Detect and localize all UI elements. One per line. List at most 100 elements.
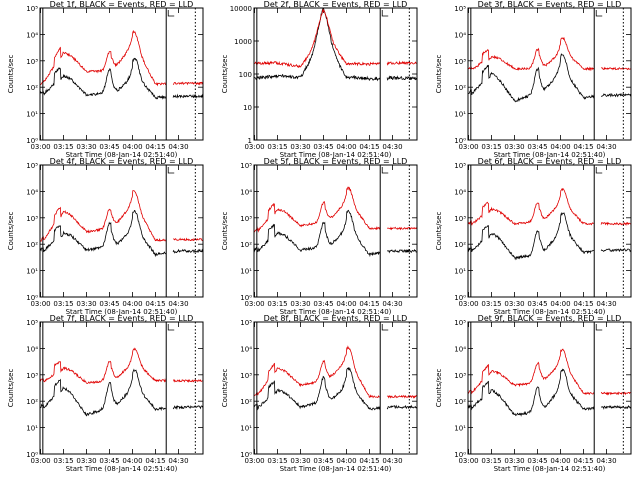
events-series-line	[253, 209, 417, 258]
y-tick-label: 10³	[26, 215, 38, 223]
y-tick-label: 10²	[26, 398, 38, 406]
x-tick-label: 03:30	[504, 457, 524, 465]
x-tick-label: 04:00	[336, 457, 356, 465]
x-tick-label: 03:30	[76, 300, 96, 308]
x-tick-label: 03:30	[76, 143, 96, 151]
panel-6: Det 6f, BLACK = Events, RED = LLD Counts/…	[435, 157, 632, 316]
panel-5: Det 5f, BLACK = Events, RED = LLD Counts/…	[221, 157, 418, 316]
x-tick-label: 03:30	[76, 457, 96, 465]
x-tick-label: 03:00	[458, 457, 478, 465]
y-tick-label: 10³	[26, 58, 38, 66]
y-axis-label: Counts/sec	[435, 212, 443, 251]
x-tick-label: 03:15	[53, 300, 73, 308]
panel-title: Det 3f, BLACK = Events, RED = LLD	[478, 0, 622, 9]
panel-9: Det 9f, BLACK = Events, RED = LLD Counts/…	[435, 314, 632, 473]
x-tick-label: 03:15	[267, 457, 287, 465]
y-tick-label: 10¹	[240, 425, 252, 433]
x-tick-label: 03:15	[267, 300, 287, 308]
panel-8: Det 8f, BLACK = Events, RED = LLD Counts/…	[221, 314, 418, 473]
panel-title: Det 4f, BLACK = Events, RED = LLD	[50, 157, 194, 166]
y-axis-label: Counts/sec	[7, 55, 15, 94]
y-tick-label: 10¹	[454, 268, 466, 276]
x-tick-label: 04:00	[122, 143, 142, 151]
panel-title: Det 5f, BLACK = Events, RED = LLD	[264, 157, 408, 166]
lld-series-line	[39, 190, 203, 242]
y-axis-label: Counts/sec	[221, 212, 229, 251]
x-tick-label: 03:15	[481, 143, 501, 151]
y-tick-label: 10²	[26, 84, 38, 92]
panel-1: Det 1f, BLACK = Events, RED = LLD Counts/…	[7, 0, 204, 159]
x-tick-label: 04:30	[596, 457, 616, 465]
y-tick-label: 10⁰	[454, 451, 466, 459]
y-tick-label: 10¹	[26, 111, 38, 119]
lld-series-line	[253, 345, 417, 399]
y-tick-label: 10⁵	[240, 162, 252, 170]
y-axis-label: Counts/sec	[435, 55, 443, 94]
x-axis-label: Start Time (08-Jan-14 02:51:40)	[280, 308, 392, 316]
lld-series-line	[467, 187, 631, 226]
events-series-line	[467, 53, 631, 103]
x-tick-label: 03:00	[30, 457, 50, 465]
lld-series-line	[253, 186, 417, 233]
x-tick-label: 03:45	[313, 300, 333, 308]
x-tick-label: 04:15	[145, 457, 165, 465]
x-tick-label: 03:30	[504, 300, 524, 308]
x-tick-label: 04:15	[359, 300, 379, 308]
y-tick-label: 10⁵	[26, 5, 38, 13]
x-tick-label: 04:30	[168, 457, 188, 465]
y-tick-label: 10⁵	[240, 319, 252, 327]
y-tick-label: 10³	[454, 58, 466, 66]
x-tick-label: 03:00	[30, 300, 50, 308]
x-tick-label: 03:45	[99, 457, 119, 465]
x-tick-label: 04:15	[573, 457, 593, 465]
x-tick-label: 04:00	[336, 300, 356, 308]
x-axis-label: Start Time (08-Jan-14 02:51:40)	[494, 151, 606, 159]
events-series-line	[39, 368, 203, 417]
y-axis-label: Counts/sec	[7, 212, 15, 251]
x-tick-label: 03:30	[290, 143, 310, 151]
y-axis-label: Counts/sec	[7, 369, 15, 408]
panel-7: Det 7f, BLACK = Events, RED = LLD Counts/…	[7, 314, 204, 473]
plot-frame	[253, 7, 418, 141]
y-tick-label: 10¹	[454, 111, 466, 119]
marker-flag	[381, 10, 389, 17]
x-tick-label: 03:45	[313, 143, 333, 151]
y-tick-label: 10⁰	[240, 294, 252, 302]
lld-series-line	[39, 29, 203, 87]
y-tick-label: 10³	[454, 372, 466, 380]
y-tick-label: 10⁰	[454, 294, 466, 302]
marker-flag	[167, 167, 175, 174]
y-tick-label: 10³	[26, 372, 38, 380]
x-tick-label: 04:30	[168, 300, 188, 308]
marker-flag	[381, 167, 389, 174]
x-tick-label: 04:15	[145, 300, 165, 308]
y-tick-label: 1	[248, 137, 252, 145]
y-tick-label: 10¹	[240, 268, 252, 276]
x-tick-label: 04:15	[359, 143, 379, 151]
panel-title: Det 2f, BLACK = Events, RED = LLD	[264, 0, 408, 9]
y-tick-label: 10⁰	[454, 137, 466, 145]
x-tick-label: 04:00	[122, 300, 142, 308]
panel-title: Det 9f, BLACK = Events, RED = LLD	[478, 314, 622, 323]
lld-series-line	[467, 36, 631, 72]
x-tick-label: 03:00	[458, 143, 478, 151]
plot-frame	[39, 321, 204, 455]
x-tick-label: 03:15	[267, 143, 287, 151]
panel-2: Det 2f, BLACK = Events, RED = LLD Counts/…	[221, 0, 418, 159]
plot-frame	[39, 7, 204, 141]
events-series-line	[39, 210, 203, 258]
y-tick-label: 10⁵	[454, 319, 466, 327]
panel-title: Det 1f, BLACK = Events, RED = LLD	[50, 0, 194, 9]
y-tick-label: 10⁰	[240, 451, 252, 459]
x-tick-label: 03:15	[481, 300, 501, 308]
x-tick-label: 03:45	[313, 457, 333, 465]
y-tick-label: 10000	[230, 5, 252, 13]
x-tick-label: 04:30	[382, 300, 402, 308]
y-tick-label: 10²	[454, 241, 466, 249]
x-tick-label: 03:00	[458, 300, 478, 308]
y-tick-label: 10⁰	[26, 451, 38, 459]
x-tick-label: 03:30	[290, 457, 310, 465]
x-tick-label: 03:00	[244, 300, 264, 308]
x-tick-label: 04:15	[145, 143, 165, 151]
x-tick-label: 04:15	[573, 143, 593, 151]
